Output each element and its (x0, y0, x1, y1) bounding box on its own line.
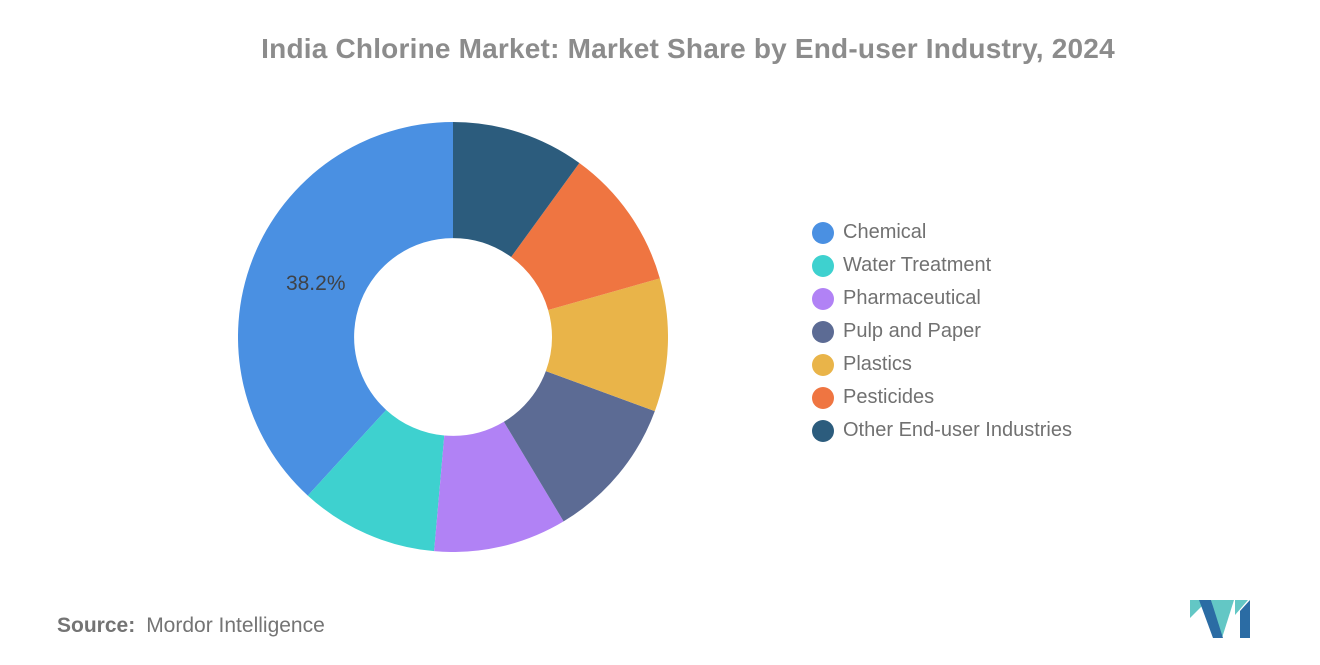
pie-slice-pesticides (511, 163, 660, 311)
legend-item: Pesticides (812, 381, 1072, 414)
legend-marker (812, 353, 834, 376)
source-label: Source: (57, 614, 136, 637)
pie-slice-chemical (238, 122, 453, 496)
page-title: India Chlorine Market: Market Share by E… (261, 33, 1115, 64)
legend-marker (812, 221, 834, 244)
mordor-intelligence-logo (1190, 600, 1250, 638)
legend-marker (812, 254, 834, 277)
pie-slice-data-label: 38.2% (286, 272, 346, 295)
pie-slice-plastics (545, 278, 668, 412)
legend-item: Water Treatment (812, 249, 1072, 282)
legend-item-label: Pulp and Paper (843, 320, 981, 342)
legend-item: Chemical (812, 216, 1072, 249)
legend-marker (812, 320, 834, 343)
source-note: Source: Mordor Intelligence (57, 614, 325, 638)
legend: Chemical Water Treatment Pharmaceutical … (812, 216, 1072, 447)
legend-marker (812, 386, 834, 409)
source-value: Mordor Intelligence (146, 614, 325, 637)
pie-slice-other-end-user-industries (453, 122, 580, 257)
legend-item-label: Pharmaceutical (843, 287, 981, 309)
legend-item-label: Plastics (843, 353, 912, 375)
pie-slice-pharmaceutical (434, 421, 564, 552)
legend-item-label: Other End-user Industries (843, 419, 1072, 441)
legend-item: Other End-user Industries (812, 414, 1072, 447)
legend-item-label: Pesticides (843, 386, 935, 408)
legend-marker (812, 419, 834, 442)
legend-item: Pulp and Paper (812, 315, 1072, 348)
legend-item: Pharmaceutical (812, 282, 1072, 315)
pie-slice-water-treatment (307, 409, 445, 552)
legend-item: Plastics (812, 348, 1072, 381)
pie-slice-pulp-and-paper (503, 371, 655, 522)
donut-chart: 38.2% (238, 122, 668, 552)
legend-marker (812, 287, 834, 310)
legend-item-label: Chemical (843, 221, 927, 243)
legend-item-label: Water Treatment (843, 254, 992, 276)
